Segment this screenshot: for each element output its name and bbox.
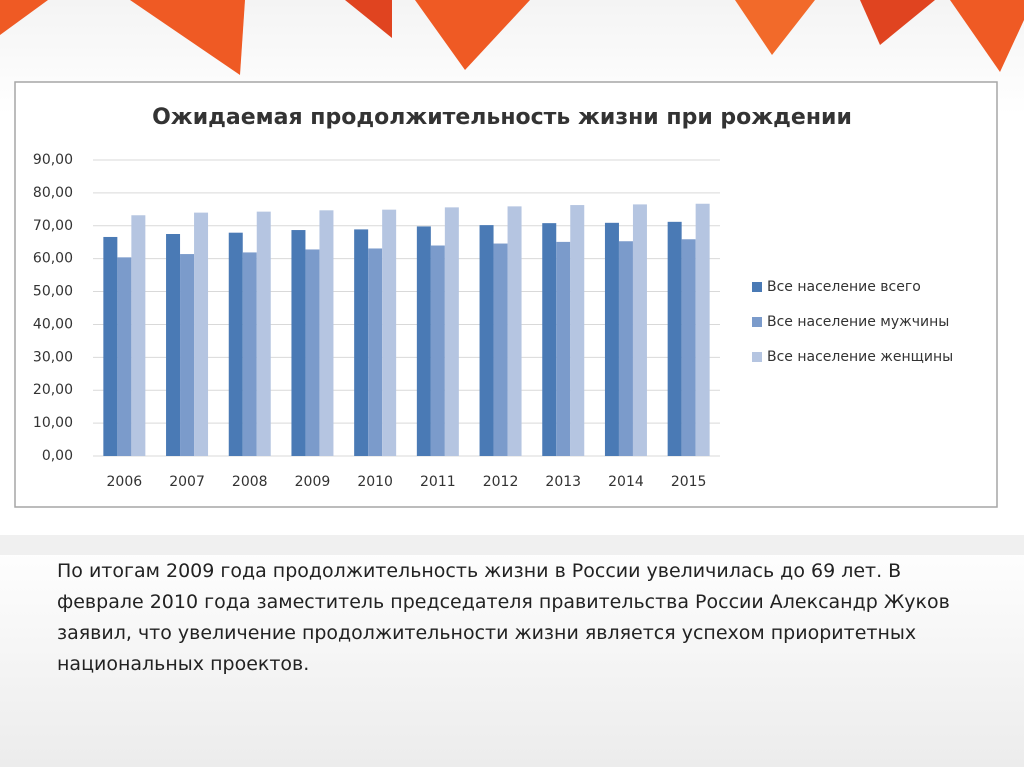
legend-label: Все население мужчины	[767, 314, 949, 330]
bar	[103, 236, 118, 456]
bar	[604, 222, 619, 456]
y-tick-label: 0,00	[42, 448, 73, 464]
y-tick-label: 70,00	[33, 218, 73, 234]
x-tick-label: 2013	[545, 474, 581, 490]
bar	[618, 241, 633, 456]
y-tick-label: 50,00	[33, 284, 73, 300]
legend-label: Все население женщины	[767, 349, 953, 365]
y-tick-label: 60,00	[33, 251, 73, 267]
bar	[570, 205, 585, 456]
triangle	[415, 0, 530, 70]
bar	[479, 225, 494, 456]
y-tick-label: 40,00	[33, 316, 73, 332]
bar	[131, 215, 146, 456]
triangle	[735, 0, 815, 55]
bar	[305, 249, 320, 456]
bar	[667, 221, 682, 456]
legend-label: Все население всего	[767, 279, 921, 295]
bar	[542, 223, 557, 456]
bar	[354, 229, 369, 456]
bar	[681, 239, 696, 456]
x-tick-label: 2006	[107, 474, 143, 490]
x-tick-label: 2010	[357, 474, 393, 490]
bar	[493, 243, 508, 456]
x-tick-label: 2012	[483, 474, 519, 490]
x-tick-label: 2009	[295, 474, 331, 490]
legend-swatch	[752, 352, 762, 362]
triangle	[860, 0, 935, 45]
bar	[228, 232, 243, 456]
x-tick-label: 2014	[608, 474, 644, 490]
bar	[507, 206, 522, 456]
bar	[444, 207, 459, 456]
bar	[242, 252, 257, 456]
x-tick-label: 2015	[671, 474, 707, 490]
x-tick-label: 2011	[420, 474, 456, 490]
bar	[382, 209, 397, 456]
triangle	[0, 0, 48, 35]
legend-swatch	[752, 317, 762, 327]
decoration	[0, 0, 1024, 75]
bar	[180, 254, 195, 456]
chart-title: Ожидаемая продолжительность жизни при ро…	[152, 105, 852, 130]
legend-swatch	[752, 282, 762, 292]
bar	[556, 241, 571, 456]
caption: По итогам 2009 года продолжительность жи…	[57, 560, 950, 675]
bar	[166, 234, 181, 456]
bar	[368, 248, 383, 456]
band	[0, 535, 1024, 555]
y-tick-label: 30,00	[33, 349, 73, 365]
bar	[430, 245, 445, 456]
bar	[695, 203, 710, 456]
x-tick-label: 2007	[169, 474, 205, 490]
bar	[319, 210, 334, 456]
x-tick-label: 2008	[232, 474, 268, 490]
bar	[416, 226, 431, 456]
y-tick-label: 80,00	[33, 185, 73, 201]
bar	[194, 212, 209, 456]
triangle	[950, 0, 1024, 72]
bar	[291, 230, 306, 456]
triangle	[345, 0, 392, 38]
y-tick-label: 20,00	[33, 382, 73, 398]
bar	[117, 257, 132, 456]
triangle	[130, 0, 245, 75]
y-tick-label: 90,00	[33, 152, 73, 168]
bar	[632, 204, 647, 456]
bar	[256, 211, 271, 456]
y-tick-label: 10,00	[33, 415, 73, 431]
